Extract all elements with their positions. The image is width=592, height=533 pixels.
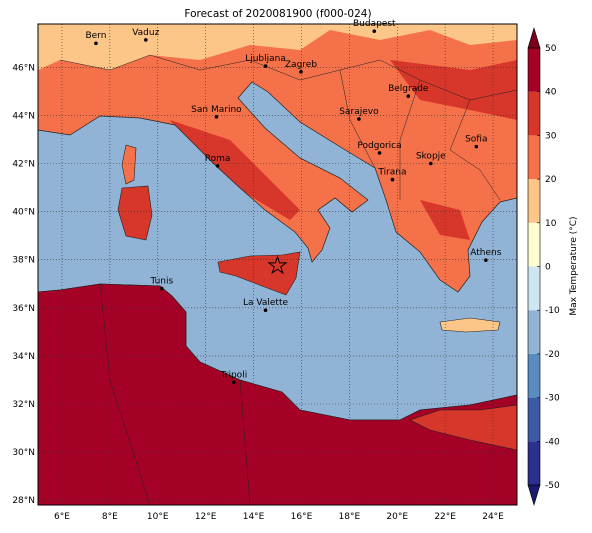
colorbar: -50 -40 -30 -20 -10 0 10 20 30 40 50 (527, 26, 560, 507)
x-tick-label: 22°E (434, 512, 456, 522)
city-label: San Marino (191, 105, 242, 115)
x-tick-label: 6°E (54, 512, 70, 522)
city-label: Sarajevo (339, 107, 379, 117)
colorbar-tick-label: 0 (545, 263, 551, 273)
colorbar-bin (528, 135, 540, 180)
y-tick-label: 34°N (12, 352, 35, 362)
colorbar-bin (528, 91, 540, 136)
colorbar-extend-top (527, 26, 541, 49)
city-dot (94, 41, 98, 46)
x-tick-label: 16°E (291, 512, 313, 522)
city-dot (372, 29, 377, 34)
colorbar-tick-label: 30 (545, 131, 557, 141)
y-tick-label: 44°N (12, 111, 35, 121)
colorbar-bin (528, 441, 540, 485)
colorbar-tick-label: -20 (545, 350, 560, 360)
colorbar-tick-label: 20 (545, 175, 557, 185)
city-label: Skopje (416, 151, 446, 161)
colorbar-bin (528, 48, 540, 92)
city-label: Sofia (465, 135, 487, 145)
city-label: Tunis (149, 277, 173, 287)
city-dot (377, 151, 382, 155)
city-dot (390, 177, 395, 182)
city-label: Zagreb (285, 60, 317, 70)
city-label: Belgrade (388, 84, 429, 94)
colorbar-bin (528, 266, 540, 311)
city-dot (232, 380, 236, 385)
city-label: Ljubljana (245, 54, 286, 64)
x-tick-label: 10°E (147, 512, 169, 522)
colorbar-tick-label: -50 (545, 481, 560, 491)
y-tick-label: 30°N (12, 448, 35, 458)
y-tick-label: 28°N (12, 496, 35, 506)
city-dot (263, 308, 268, 312)
x-tick-label: 24°E (482, 512, 504, 522)
graticule: 6°E 8°E 10°E 12°E 14°E 16°E 18°E 20°E 22°E 24°E 28… (12, 24, 517, 522)
city-dot (143, 38, 148, 42)
city-label: La Valette (243, 298, 288, 308)
city-dot (299, 70, 303, 74)
city-label: Athens (470, 248, 501, 258)
map-title: Forecast of 2020081900 (f000-024) (184, 8, 371, 20)
colorbar-bin (528, 222, 540, 267)
colorbar-tick-label: 50 (545, 44, 557, 54)
colorbar-tick-label: -10 (545, 306, 560, 316)
city-label: Tirana (377, 168, 406, 178)
city-dot (214, 115, 219, 119)
colorbar-tick-label: -40 (545, 437, 560, 447)
y-tick-label: 32°N (12, 400, 35, 410)
x-tick-label: 8°E (102, 512, 118, 522)
x-tick-label: 18°E (339, 512, 361, 522)
y-tick-label: 36°N (12, 304, 35, 314)
map-frame (37, 23, 518, 506)
x-tick-label: 20°E (386, 512, 408, 522)
colorbar-label: Max Temperature (°C) (569, 216, 579, 315)
city-label: Podgorica (357, 141, 401, 151)
colorbar-tick-label: 40 (545, 88, 557, 98)
colorbar-bin (528, 179, 540, 223)
colorbar-bin (528, 353, 540, 398)
location-marker (267, 255, 288, 275)
city-label: Vaduz (132, 28, 159, 38)
city-dot (474, 144, 479, 149)
y-tick-label: 40°N (12, 208, 35, 218)
x-tick-label: 12°E (195, 512, 217, 522)
city-dot (160, 286, 164, 291)
city-dot (357, 117, 361, 121)
y-tick-label: 38°N (12, 256, 35, 266)
city-dot (428, 161, 433, 166)
city-label: Bern (85, 31, 106, 41)
city-label: Roma (205, 154, 231, 164)
colorbar-tick-label: 10 (545, 219, 557, 229)
y-tick-label: 46°N (12, 63, 35, 73)
city-label: Tripoli (220, 370, 248, 380)
city-dot (263, 64, 268, 68)
colorbar-bin (528, 310, 540, 354)
map-area (38, 24, 517, 505)
colorbar-bin (528, 397, 540, 442)
cities: Bern VaduzBudapestLjubljanaZagrebBelgrade… (85, 19, 502, 385)
city-dot (215, 164, 220, 168)
colorbar-tick-label: -30 (545, 394, 560, 404)
colorbar-extend-bottom (527, 484, 541, 507)
city-dot (484, 258, 488, 262)
x-tick-label: 14°E (243, 512, 265, 522)
city-dot (406, 94, 411, 98)
y-tick-label: 42°N (12, 159, 35, 169)
